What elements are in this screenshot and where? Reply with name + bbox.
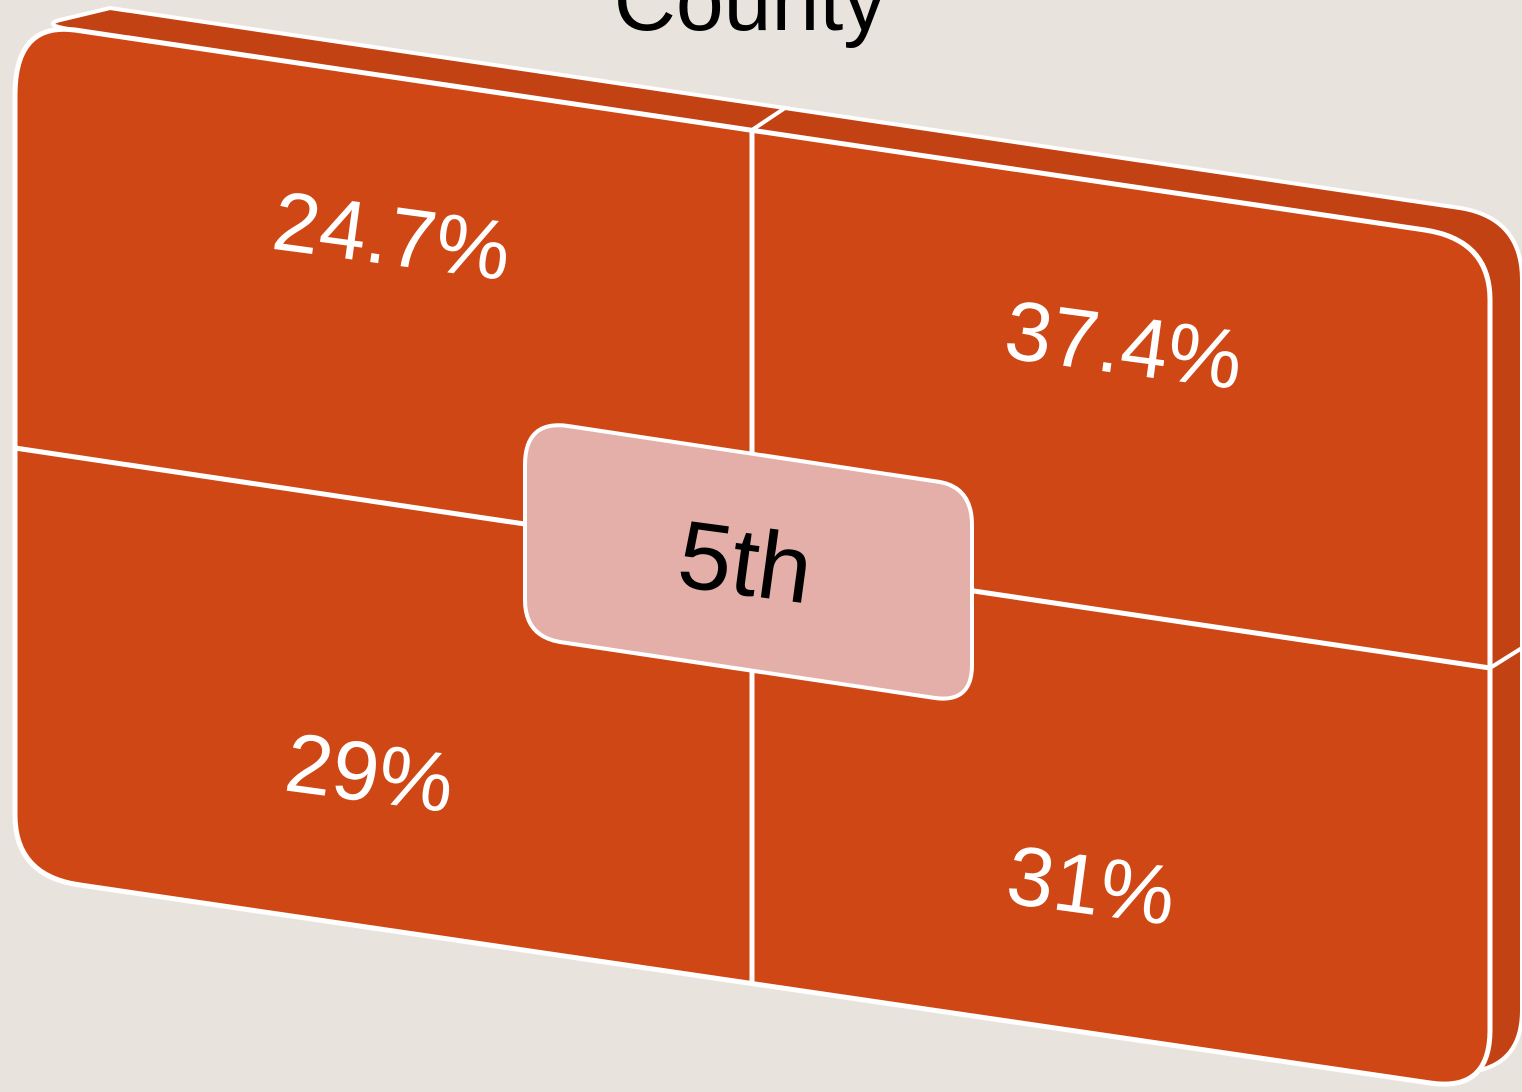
depth-divider [1488, 646, 1522, 670]
depth-divider [750, 106, 787, 132]
center-label: 5th [672, 501, 819, 625]
quadrant-label: 31% [1002, 827, 1181, 943]
center-box [523, 423, 974, 701]
quadrant-label: 29% [280, 715, 459, 831]
title: County [614, 0, 887, 49]
